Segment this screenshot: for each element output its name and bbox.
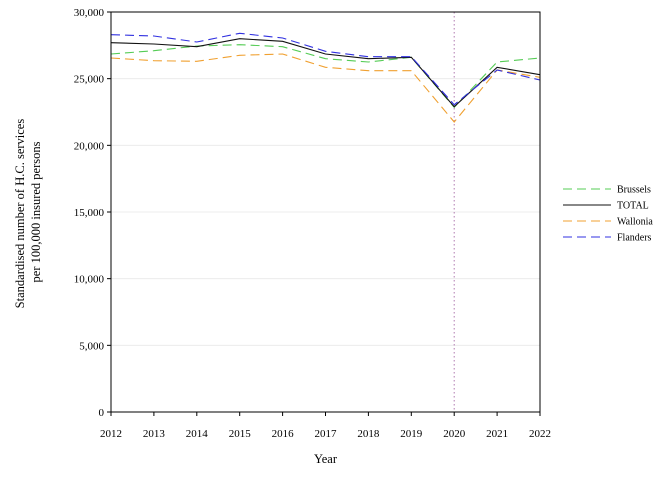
y-axis-title-line-1: Standardised number of H.C. services: [13, 119, 27, 309]
legend: Brussels TOTAL Wallonia Flanders: [563, 185, 653, 244]
y-axis-title: Standardised number of H.C. services per…: [13, 116, 43, 309]
x-tick-label: 2012: [100, 428, 122, 440]
series-line-flanders: [110, 32, 541, 106]
series-line-brussels: [110, 44, 541, 109]
x-tick-label: 2015: [229, 428, 252, 440]
gridlines: [111, 11, 540, 346]
y-tick-label: 20,000: [74, 140, 105, 152]
legend-label-brussels: Brussels: [617, 185, 651, 196]
y-tick-label: 30,000: [74, 7, 105, 19]
y-tick-label: 0: [99, 407, 105, 419]
x-tick-label: 2021: [486, 428, 508, 440]
y-tick-label: 25,000: [74, 74, 105, 86]
y-axis-title-line-2: per 100,000 insured persons: [29, 141, 43, 282]
x-tick-label: 2013: [143, 428, 166, 440]
x-tick-label: 2022: [529, 428, 551, 440]
y-tick-label: 5,000: [79, 340, 104, 352]
legend-label-wallonia: Wallonia: [617, 217, 653, 228]
x-tick-label: 2014: [186, 428, 209, 440]
x-axis-title: Year: [314, 452, 338, 466]
legend-label-flanders: Flanders: [617, 233, 652, 244]
legend-label-total: TOTAL: [617, 201, 649, 212]
y-tick-label: 10,000: [74, 274, 105, 286]
x-tick-label: 2019: [400, 428, 423, 440]
y-tick-label: 15,000: [74, 207, 105, 219]
x-axis: 2012 2013 2014 2015 2016 2017 2018 2019 2020 2021…: [100, 412, 551, 440]
series-lines: [110, 32, 541, 123]
x-tick-label: 2018: [357, 428, 380, 440]
x-tick-label: 2020: [443, 428, 466, 440]
series-line-wallonia: [110, 53, 541, 123]
y-axis: 0 5,000 10,000 15,000 20,000 25,000 30,000: [74, 7, 111, 419]
x-tick-label: 2017: [315, 428, 338, 440]
x-tick-label: 2016: [272, 428, 295, 440]
